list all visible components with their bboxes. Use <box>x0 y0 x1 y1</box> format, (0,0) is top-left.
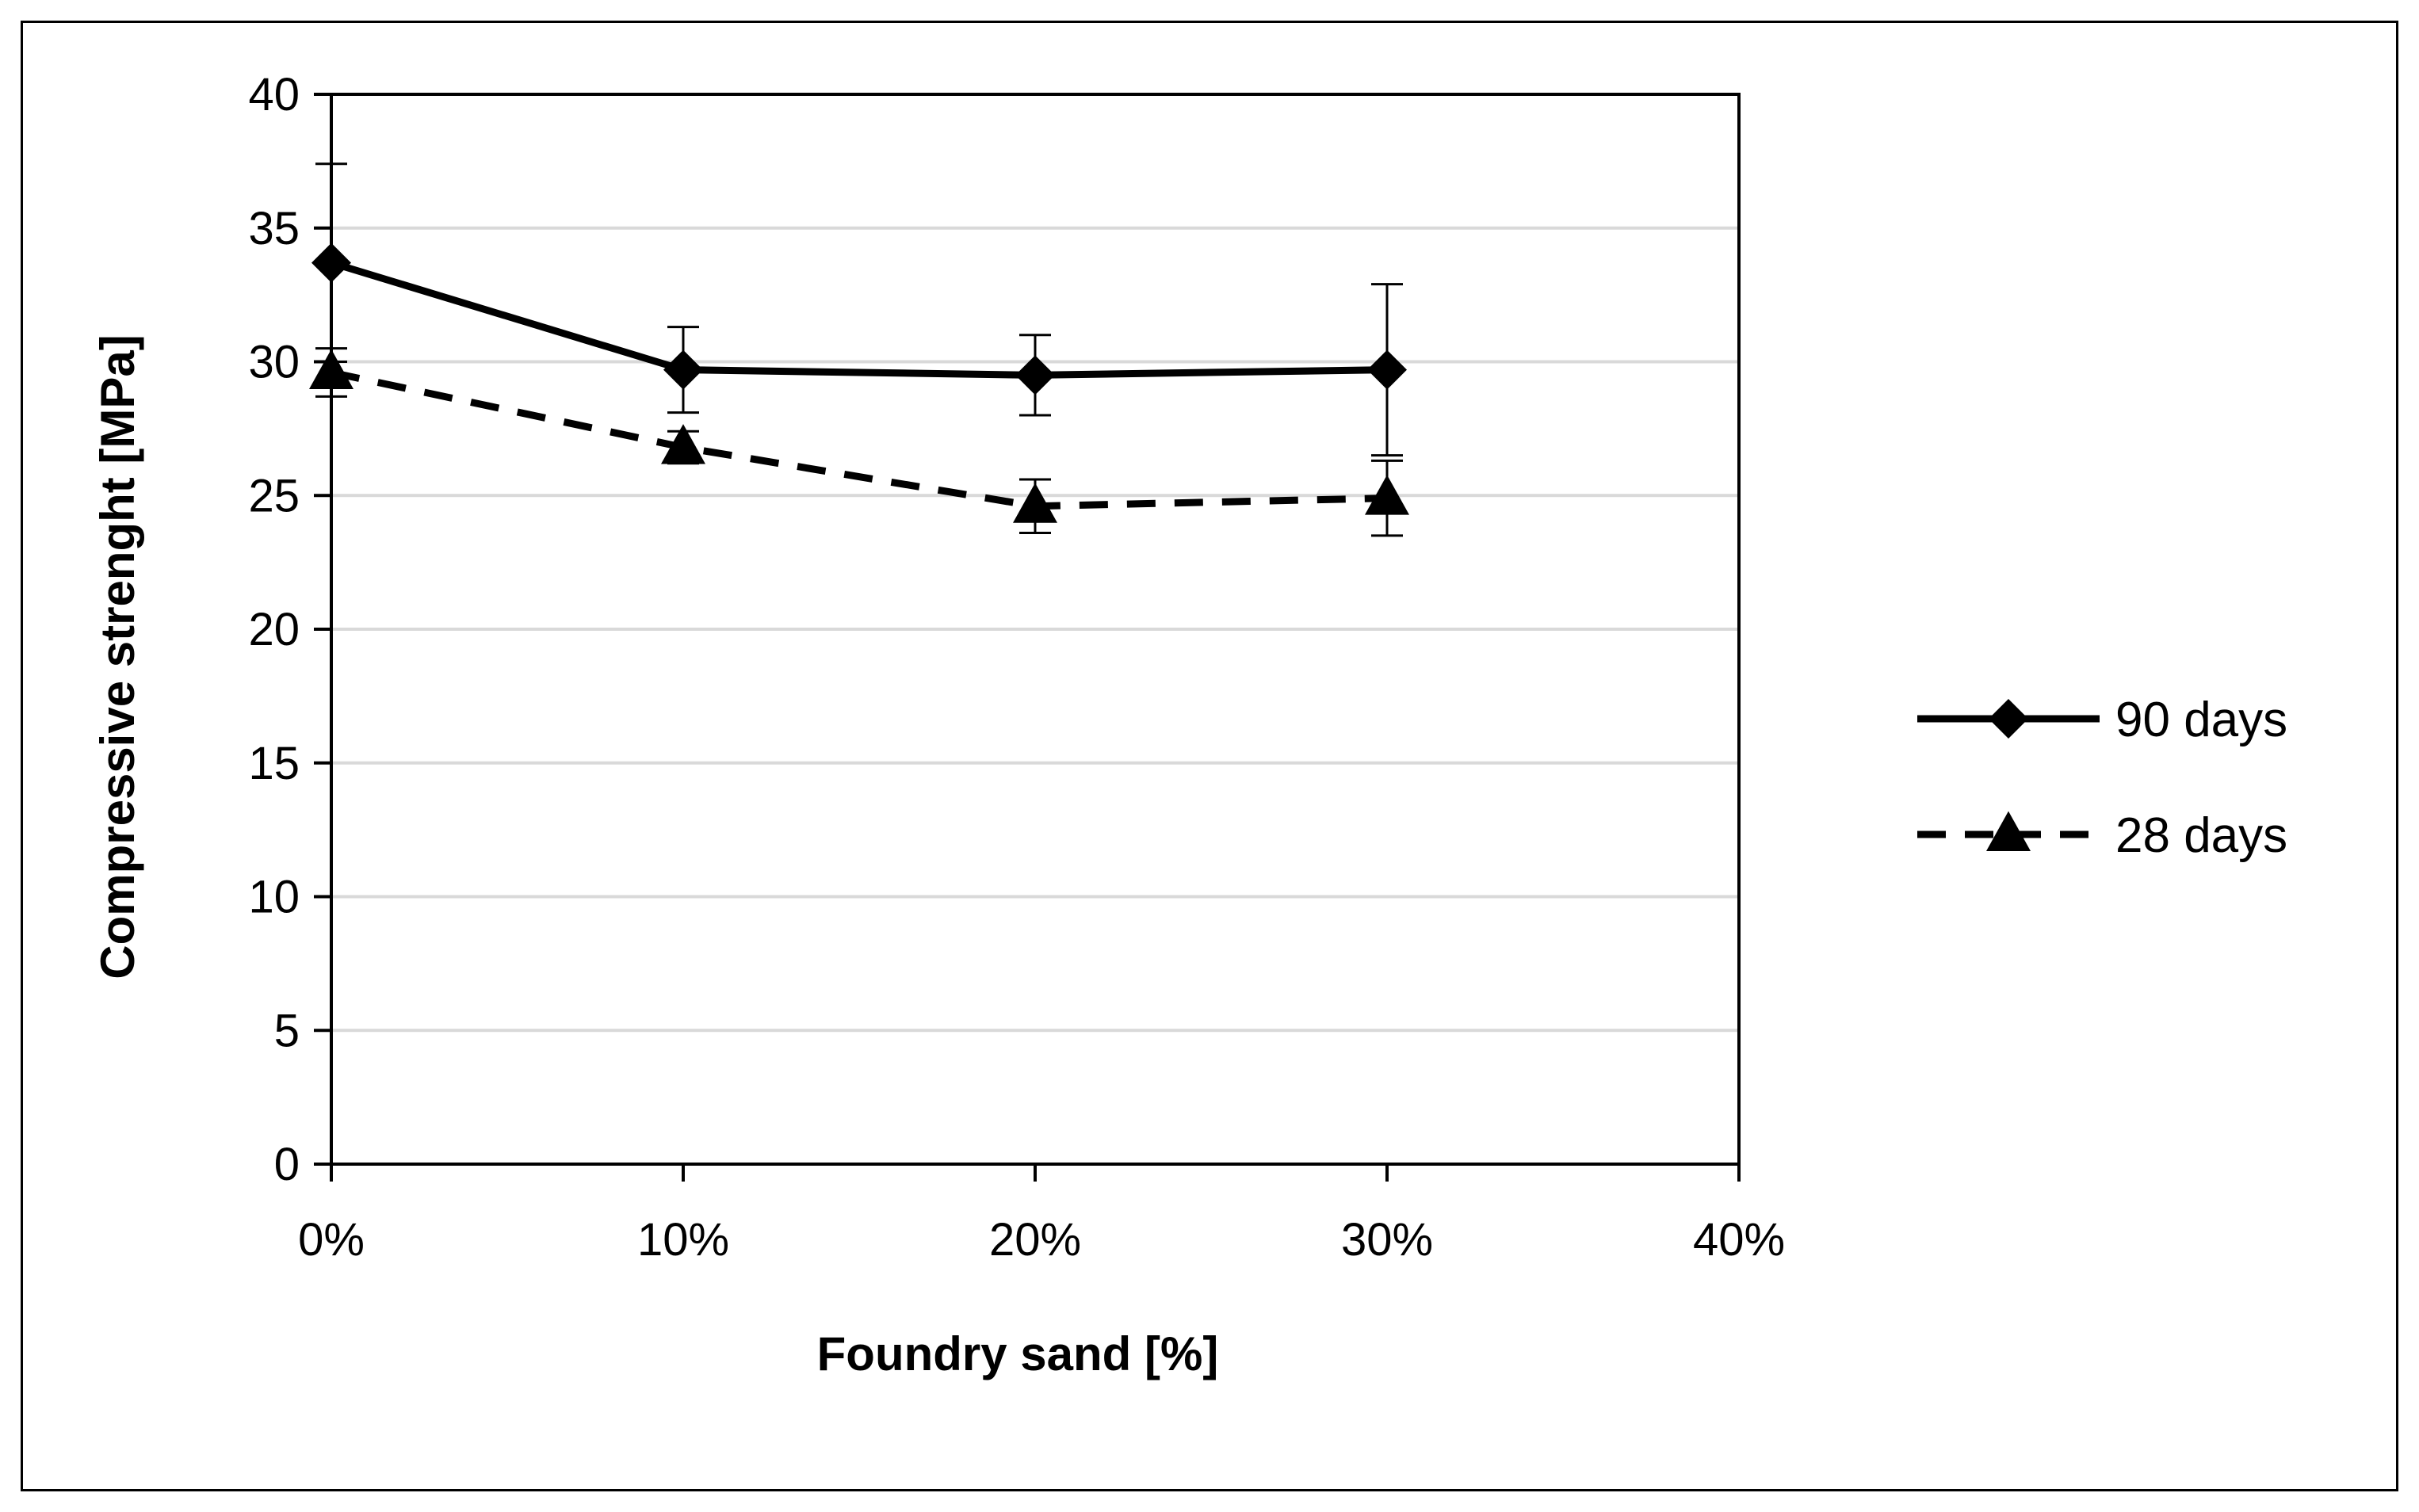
x-axis-title: Foundry sand [%] <box>817 1327 1219 1380</box>
marker-28-days-0 <box>309 349 353 389</box>
marker-28-days-2 <box>1013 483 1057 523</box>
y-tick-label: 15 <box>248 738 300 789</box>
y-axis-title: Compressive strenght [MPa] <box>91 334 144 979</box>
axes <box>314 93 1741 1182</box>
series-line-28-days <box>331 368 1388 510</box>
y-tick-label: 20 <box>248 604 300 655</box>
marker-90-days-1 <box>663 349 703 390</box>
series-markers <box>309 242 1409 523</box>
y-tick-label: 5 <box>274 1005 300 1056</box>
marker-90-days-0 <box>311 242 351 283</box>
series-line-90-days <box>330 259 1388 379</box>
marker-28-days-1 <box>661 424 705 464</box>
x-tick-label: 0% <box>298 1214 365 1266</box>
marker-90-days-3 <box>1367 349 1407 390</box>
y-tick-label: 30 <box>248 337 300 388</box>
y-tick-label: 25 <box>248 470 300 521</box>
y-tick-label: 35 <box>248 203 300 254</box>
marker-90-days-2 <box>1015 355 1055 395</box>
legend-marker-90-days <box>1989 699 2028 739</box>
tick-labels: 0 5 10 15 20 25 30 35 40 0% 10% 20% 30% 40% <box>248 69 1785 1266</box>
x-tick-label: 30% <box>1341 1214 1433 1266</box>
legend-marker-28-days <box>1986 811 2031 851</box>
legend-label-28-days: 28 days <box>2115 808 2287 863</box>
marker-28-days-3 <box>1365 475 1409 515</box>
y-tick-label: 0 <box>274 1139 300 1190</box>
x-tick-label: 20% <box>989 1214 1081 1266</box>
grid-lines <box>331 93 1739 1033</box>
legend: 90 days 28 days <box>1917 693 2287 863</box>
x-tick-label: 40% <box>1693 1214 1785 1266</box>
chart-frame: 0 5 10 15 20 25 30 35 40 0% 10% 20% 30% 40% Foundry s… <box>21 21 2398 1491</box>
y-tick-label: 40 <box>248 69 300 120</box>
x-tick-label: 10% <box>637 1214 729 1266</box>
chart-svg: 0 5 10 15 20 25 30 35 40 0% 10% 20% 30% 40% Foundry s… <box>91 69 2287 1380</box>
series-lines <box>330 259 1388 510</box>
y-tick-label: 10 <box>248 872 300 923</box>
legend-label-90-days: 90 days <box>2115 693 2287 747</box>
